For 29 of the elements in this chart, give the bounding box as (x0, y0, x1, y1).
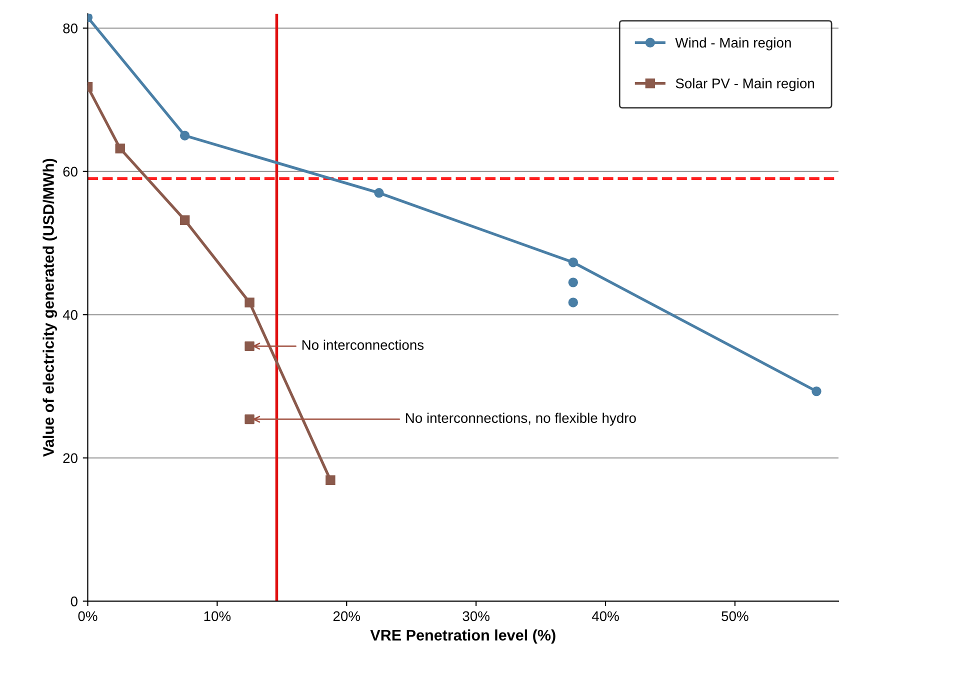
point (568, 258, 578, 268)
annotation: No interconnections (302, 340, 424, 350)
annotation: No interconnections, no flexible hydro (406, 412, 636, 426)
point (374, 188, 384, 198)
point (180, 130, 190, 140)
point (180, 215, 190, 225)
y-tick-label: 0 (70, 596, 78, 606)
point (115, 144, 125, 154)
x-tick-label: 0% (78, 611, 98, 622)
legend-label: Solar PV - Main region (676, 78, 814, 92)
y-axis-title: Value of electricity generated (USD/MWh) (42, 158, 58, 457)
x-tick-label: 40% (592, 611, 619, 622)
point (244, 414, 254, 424)
point (326, 475, 336, 485)
point (568, 278, 578, 288)
point (244, 341, 254, 352)
point (244, 298, 254, 308)
legend-label: Wind - Main region (675, 37, 791, 50)
y-tick-label: 80 (63, 23, 78, 34)
y-tick-label: 60 (63, 166, 78, 177)
x-tick-label: 30% (462, 611, 490, 622)
point (568, 298, 578, 308)
point (812, 386, 822, 396)
x-tick-label: 10% (204, 611, 231, 622)
y-tick-label: 20 (63, 453, 78, 464)
x-tick-label: 20% (333, 611, 360, 622)
x-tick-label: 50% (722, 611, 748, 622)
x-axis-title: VRE Penetration level (%) (370, 629, 556, 644)
y-tick-label: 40 (62, 310, 78, 320)
